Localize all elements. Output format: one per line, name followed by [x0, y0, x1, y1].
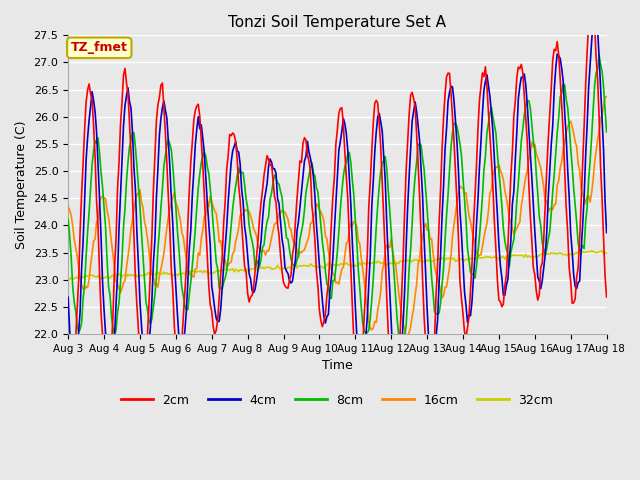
- Title: Tonzi Soil Temperature Set A: Tonzi Soil Temperature Set A: [228, 15, 446, 30]
- Y-axis label: Soil Temperature (C): Soil Temperature (C): [15, 120, 28, 249]
- Legend: 2cm, 4cm, 8cm, 16cm, 32cm: 2cm, 4cm, 8cm, 16cm, 32cm: [116, 389, 559, 411]
- X-axis label: Time: Time: [322, 360, 353, 372]
- Text: TZ_fmet: TZ_fmet: [71, 41, 128, 54]
